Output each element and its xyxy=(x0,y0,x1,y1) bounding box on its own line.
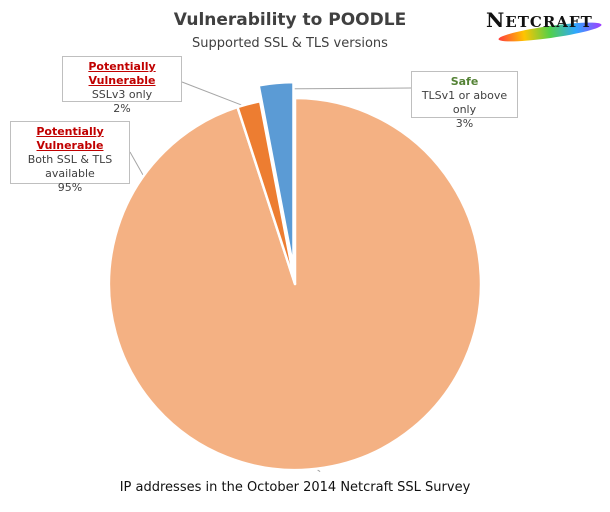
callout-sslv3-percent: 2% xyxy=(113,102,131,115)
callout-sslv3-category: SSLv3 only xyxy=(91,88,153,101)
chart-footer-note: IP addresses in the October 2014 Netcraf… xyxy=(119,480,471,495)
pie-slices xyxy=(107,80,483,472)
callout-safe-status: Safe xyxy=(450,75,479,88)
callout-safe-category: TLSv1 or above only xyxy=(421,89,508,116)
callout-safe-tls: Safe TLSv1 or above only 3% xyxy=(411,71,518,130)
leader-line-safe xyxy=(279,87,412,90)
callout-both-status: Potentially Vulnerable xyxy=(36,125,104,152)
pie-slice-tlsv1-or-above-only xyxy=(257,80,295,270)
callout-sslv3-only: Potentially Vulnerable SSLv3 only 2% xyxy=(62,56,182,115)
netcraft-logo: NETCRAFT xyxy=(484,6,604,46)
chart-title: Vulnerability to POODLE xyxy=(173,10,407,30)
callout-both-category: Both SSL & TLS available xyxy=(27,153,113,180)
leader-line-sslv3 xyxy=(181,81,249,109)
pie-slice-sslv3-only xyxy=(236,100,297,286)
callout-both-percent: 95% xyxy=(57,181,83,194)
logo-wordmark: NETCRAFT xyxy=(486,8,593,32)
callout-sslv3-status: Potentially Vulnerable xyxy=(88,60,156,87)
chart-subtitle: Supported SSL & TLS versions xyxy=(192,36,388,51)
callout-safe-percent: 3% xyxy=(455,117,474,130)
callout-both-ssl-tls: Potentially Vulnerable Both SSL & TLS av… xyxy=(10,121,130,194)
